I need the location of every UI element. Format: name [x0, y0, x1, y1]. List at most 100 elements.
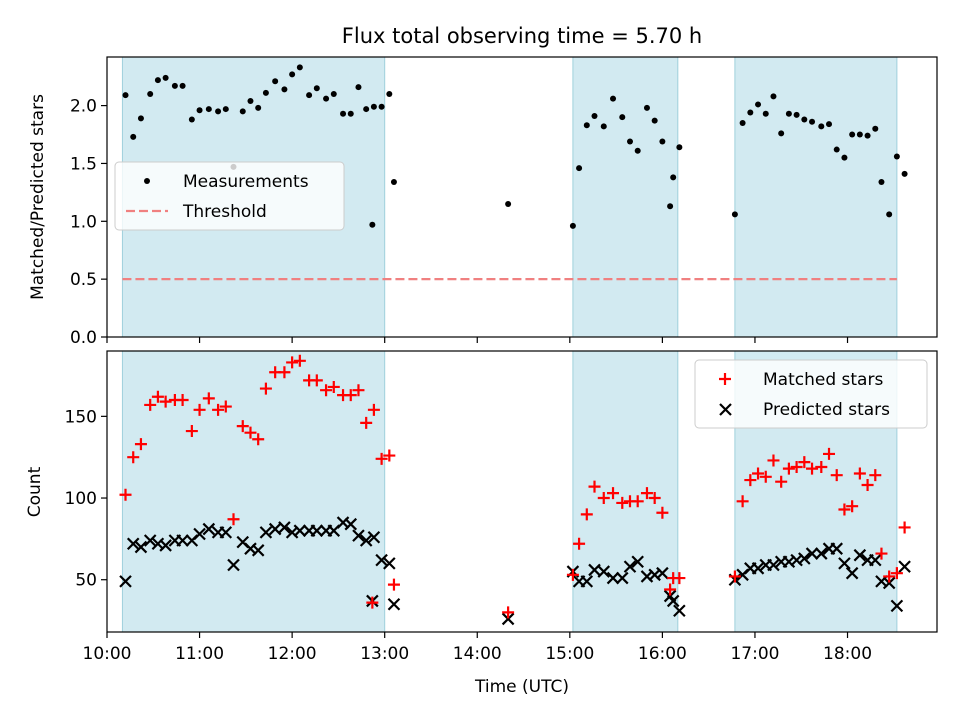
- predicted-star-marker: [767, 558, 780, 572]
- measurement-point: [785, 110, 792, 117]
- measurement-point: [893, 153, 900, 160]
- predicted-star-marker: [367, 530, 381, 544]
- measurement-point: [222, 106, 229, 113]
- measurement-point: [386, 91, 393, 98]
- predicted-star-marker: [853, 548, 867, 562]
- matched-star-marker: [898, 521, 911, 534]
- matched-star-marker: [212, 403, 225, 416]
- measurement-point: [281, 86, 288, 93]
- shaded-range: [734, 56, 898, 338]
- predicted-star-marker: [251, 544, 265, 557]
- matched-star-marker: [127, 451, 140, 464]
- measurement-point: [130, 133, 137, 140]
- matched-star-marker: [631, 495, 644, 508]
- top-y-ticks: 0.0 0.5 1.0 1.5 2.0: [70, 97, 107, 348]
- predicted-star-marker: [815, 547, 828, 560]
- bottom-y-ticks: 50 100 150: [65, 407, 107, 591]
- measurement-point: [378, 103, 385, 110]
- matched-star-marker: [278, 366, 291, 379]
- legend-matched-marker: [719, 373, 731, 385]
- top-legend: Measurements Threshold: [114, 161, 345, 231]
- measurement-point: [247, 97, 254, 104]
- matched-star-marker: [286, 356, 299, 369]
- matched-star-marker: [728, 570, 741, 583]
- predicted-star-marker: [606, 571, 620, 585]
- measurement-point: [306, 92, 313, 99]
- measurement-point: [390, 178, 397, 185]
- legend-measurements-marker: [144, 178, 150, 184]
- measurement-point: [886, 211, 893, 218]
- matched-star-marker: [782, 462, 795, 475]
- measurement-point: [872, 125, 879, 132]
- measurement-point: [778, 130, 785, 137]
- predicted-star-marker: [798, 552, 811, 565]
- predicted-star-marker: [501, 612, 515, 626]
- measurement-point: [215, 108, 222, 115]
- matched-star-marker: [616, 496, 629, 509]
- measurement-point: [569, 222, 576, 229]
- matched-star-marker: [744, 474, 757, 487]
- shaded-range: [572, 350, 679, 633]
- predicted-stars-markers: [119, 516, 911, 626]
- legend-measurements-label: Measurements: [183, 172, 309, 192]
- top-x-ticks: [106, 337, 849, 343]
- x-tick-label: 14:00: [453, 644, 502, 664]
- top-measurement-points: [122, 64, 908, 229]
- predicted-star-marker: [259, 526, 273, 539]
- predicted-star-marker: [278, 521, 291, 534]
- chart-title: Flux total observing time = 5.70 h: [342, 24, 702, 48]
- matched-star-marker: [219, 400, 232, 413]
- measurement-point: [651, 117, 658, 124]
- matched-star-marker: [502, 606, 515, 619]
- measurement-point: [739, 119, 746, 126]
- matched-star-marker: [151, 390, 164, 403]
- matched-stars-markers: [119, 354, 911, 619]
- matched-star-marker: [580, 508, 593, 521]
- measurement-point: [179, 82, 186, 89]
- measurement-point: [330, 91, 337, 98]
- legend-threshold-label: Threshold: [182, 202, 267, 222]
- matched-star-marker: [375, 452, 388, 465]
- measurement-point: [262, 89, 269, 96]
- predicted-star-marker: [293, 524, 307, 537]
- measurement-point: [826, 121, 833, 128]
- x-tick-label: 13:00: [360, 644, 409, 664]
- matched-star-marker: [134, 438, 147, 451]
- matched-star-marker: [352, 384, 365, 397]
- matched-star-marker: [227, 513, 240, 526]
- predicted-star-marker: [344, 517, 358, 531]
- x-tick-label: 11:00: [175, 644, 224, 664]
- measurement-point: [147, 91, 154, 98]
- matched-star-marker: [244, 426, 257, 439]
- matched-star-marker: [159, 395, 172, 408]
- x-axis-label: Time (UTC): [474, 677, 569, 697]
- matched-star-marker: [588, 480, 601, 493]
- matched-star-marker: [775, 475, 788, 488]
- matched-star-marker: [185, 425, 198, 438]
- y-tick-label: 0.0: [70, 328, 97, 348]
- bottom-shaded-ranges: [121, 350, 898, 633]
- matched-star-marker: [664, 583, 677, 596]
- measurement-point: [676, 144, 683, 151]
- predicted-star-marker: [673, 604, 686, 618]
- matched-star-marker: [236, 420, 249, 433]
- matched-star-marker: [830, 469, 843, 482]
- matched-star-marker: [259, 382, 272, 395]
- y-tick-label: 0.5: [70, 270, 97, 290]
- measurement-point: [809, 118, 816, 125]
- matched-star-marker: [310, 374, 323, 387]
- predicted-star-marker: [359, 534, 373, 547]
- predicted-star-marker: [805, 547, 819, 560]
- shaded-range: [572, 56, 679, 338]
- bottom-y-axis-label: Count: [25, 466, 45, 517]
- matched-star-marker: [119, 488, 132, 501]
- matched-star-marker: [790, 460, 803, 473]
- measurement-point: [583, 122, 590, 129]
- y-tick-label: 100: [65, 489, 97, 509]
- measurement-point: [363, 106, 370, 113]
- matched-star-marker: [252, 433, 265, 446]
- measurement-point: [154, 77, 161, 84]
- bottom-axes-frame: [106, 350, 938, 633]
- measurement-point: [591, 113, 598, 120]
